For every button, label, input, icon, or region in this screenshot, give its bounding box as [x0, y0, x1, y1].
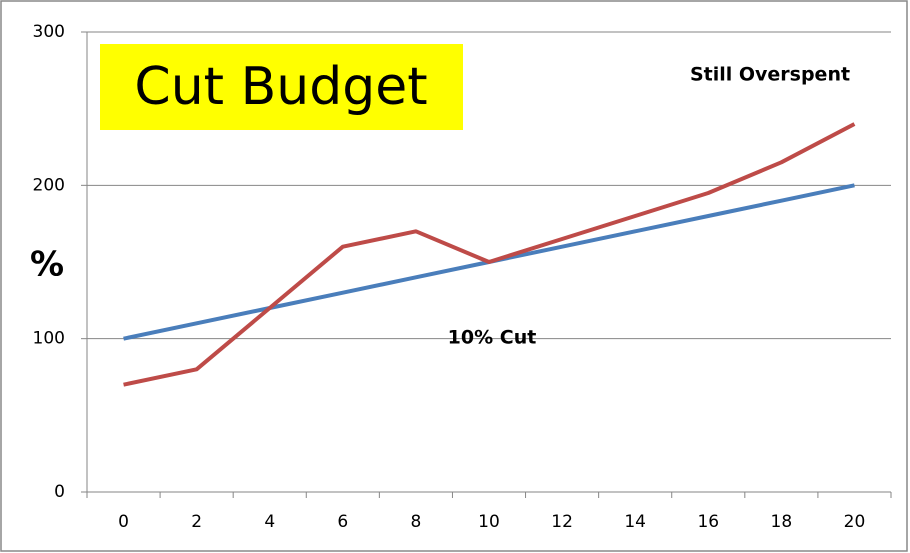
x-tick-label: 12: [551, 512, 573, 532]
x-tick-label: 20: [844, 512, 866, 532]
y-tick-label: 100: [33, 329, 65, 349]
x-tick-label: 0: [118, 512, 129, 532]
x-tick-label: 4: [264, 512, 275, 532]
x-tick-label: 10: [478, 512, 500, 532]
x-tick-label: 14: [624, 512, 646, 532]
x-tick-label: 16: [697, 512, 719, 532]
chart-title: Cut Budget: [134, 57, 427, 117]
y-tick-label: 0: [54, 482, 65, 502]
x-tick-label: 8: [410, 512, 421, 532]
annotation: 10% Cut: [448, 327, 537, 349]
x-tick-label: 2: [191, 512, 202, 532]
title-background: [100, 44, 463, 130]
x-tick-label: 18: [771, 512, 793, 532]
annotation: Still Overspent: [690, 64, 850, 86]
x-tick-label: 6: [337, 512, 348, 532]
y-tick-label: 300: [33, 22, 65, 42]
y-tick-label: 200: [33, 175, 65, 195]
series-line: [123, 122, 856, 387]
y-axis-label: %: [30, 245, 64, 285]
